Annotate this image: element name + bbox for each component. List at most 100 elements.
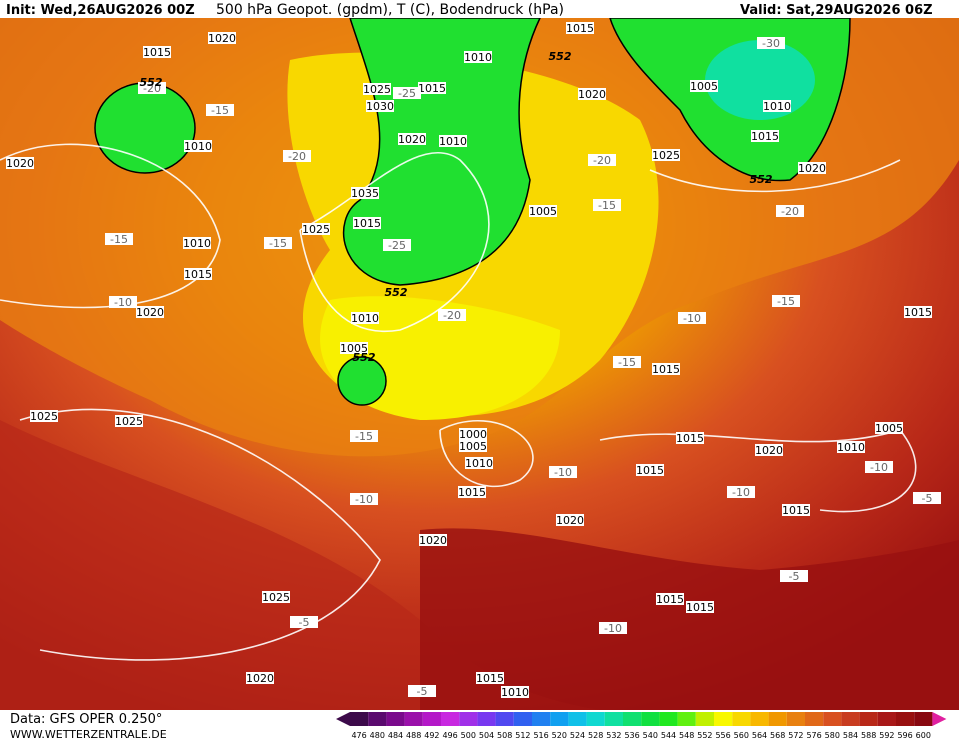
- colorbar-swatch: [641, 712, 660, 726]
- isobar-label: 1005: [340, 342, 368, 355]
- label-box: [105, 233, 133, 245]
- label-box: [465, 457, 493, 469]
- label-box: [6, 157, 34, 169]
- label-box: [757, 37, 785, 49]
- label-box: [398, 133, 426, 145]
- temp-label: -15: [598, 199, 616, 212]
- isobar-label: 1015: [458, 486, 486, 499]
- colorbar-label: 552: [697, 731, 712, 740]
- temp-label: -15: [110, 233, 128, 246]
- isobar-label: 1015: [782, 504, 810, 517]
- colorbar-swatch: [422, 712, 441, 726]
- isobar-label: 1015: [636, 464, 664, 477]
- isobar-label: 1020: [419, 534, 447, 547]
- isobar-label: 1020: [398, 133, 426, 146]
- label-box: [353, 217, 381, 229]
- temp-label: -25: [398, 87, 416, 100]
- colorbar-label: 572: [788, 731, 803, 740]
- temp-label: -10: [554, 466, 572, 479]
- colorbar-label: 576: [806, 731, 821, 740]
- geopot-label: 552: [140, 76, 163, 89]
- geopot-label: 552: [750, 173, 773, 186]
- colorbar-swatch: [823, 712, 842, 726]
- temp-label: -10: [870, 461, 888, 474]
- header-band: [0, 0, 959, 18]
- geopot-label: 552: [385, 286, 408, 299]
- colorbar-swatch: [786, 712, 805, 726]
- temp-label: -20: [443, 309, 461, 322]
- isobar-label: 1010: [501, 686, 529, 699]
- colorbar-label: 528: [588, 731, 603, 740]
- label-box: [913, 492, 941, 504]
- site-url: WWW.WETTERZENTRALE.DE: [10, 728, 167, 741]
- temp-label: -15: [355, 430, 373, 443]
- colorbar-swatch: [368, 712, 387, 726]
- temp-label: -15: [777, 295, 795, 308]
- colorbar-swatch: [714, 712, 733, 726]
- temp-label: -5: [922, 492, 933, 505]
- temp-label: -30: [762, 37, 780, 50]
- temp-label: -10: [683, 312, 701, 325]
- temp-label: -5: [417, 685, 428, 698]
- label-box: [464, 51, 492, 63]
- colorbar-label: 508: [497, 731, 512, 740]
- temp-label: -20: [781, 205, 799, 218]
- colorbar-swatch: [695, 712, 714, 726]
- label-box: [556, 514, 584, 526]
- colorbar-label: 532: [606, 731, 621, 740]
- isobar-label: 1015: [751, 130, 779, 143]
- colorbar-label: 524: [570, 731, 585, 740]
- colorbar-label: 500: [461, 731, 476, 740]
- colorbar-swatch: [532, 712, 551, 726]
- colorbar-swatch: [877, 712, 896, 726]
- label-box: [772, 295, 800, 307]
- label-box: [351, 312, 379, 324]
- product-text: 500 hPa Geopot. (gpdm), T (C), Bodendruc…: [216, 2, 564, 18]
- label-box: [865, 461, 893, 473]
- isobar-label: 1020: [136, 306, 164, 319]
- label-box: [246, 672, 274, 684]
- temp-label: -15: [618, 356, 636, 369]
- isobar-label: 1020: [798, 162, 826, 175]
- colorbar-label: 492: [424, 731, 439, 740]
- colorbar-label: 512: [515, 731, 530, 740]
- label-box: [751, 130, 779, 142]
- isobar-label: 1025: [262, 591, 290, 604]
- label-box: [458, 486, 486, 498]
- temp-label: -10: [604, 622, 622, 635]
- colorbar-label: 520: [552, 731, 567, 740]
- isobar-label: 1010: [184, 140, 212, 153]
- valid-text: Valid: Sat,29AUG2026 06Z: [740, 3, 933, 18]
- colorbar-arrow-right: [932, 712, 947, 726]
- isobar-label: 1025: [363, 83, 391, 96]
- isobar-label: 1015: [184, 268, 212, 281]
- label-box: [727, 486, 755, 498]
- geopot-label: 552: [549, 50, 572, 63]
- label-box: [588, 154, 616, 166]
- label-box: [676, 432, 704, 444]
- label-box: [109, 296, 137, 308]
- colorbar-swatch: [659, 712, 678, 726]
- isobar-label: 1010: [763, 100, 791, 113]
- label-box: [599, 622, 627, 634]
- colorbar-label: 592: [879, 731, 894, 740]
- colorbar-label: 476: [351, 731, 366, 740]
- darkred-zone: [420, 528, 959, 710]
- isobar-label: 1015: [904, 306, 932, 319]
- init-text: Init: Wed,26AUG2026 00Z: [6, 3, 195, 18]
- label-box: [780, 570, 808, 582]
- label-box: [782, 504, 810, 516]
- label-box: [875, 422, 903, 434]
- label-box: [115, 415, 143, 427]
- temp-label: -25: [388, 239, 406, 252]
- isobar-label: 1010: [465, 457, 493, 470]
- green-zone: [342, 17, 542, 286]
- isobar-label: 1000: [459, 428, 487, 441]
- isobar-label: 1020: [6, 157, 34, 170]
- colorbar-swatch: [513, 712, 532, 726]
- colorbar-label: 540: [643, 731, 658, 740]
- label-box: [283, 150, 311, 162]
- isobar-label: 1015: [656, 593, 684, 606]
- data-source: Data: GFS OPER 0.250°: [10, 712, 162, 727]
- label-box: [798, 162, 826, 174]
